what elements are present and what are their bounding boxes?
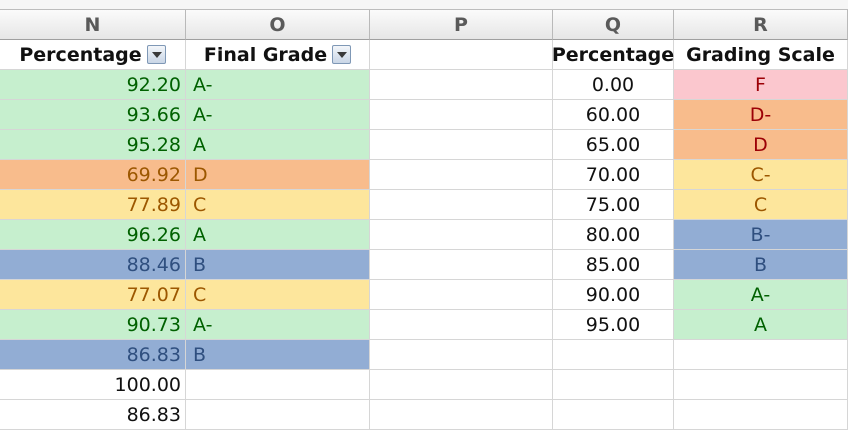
header-cell-scale-percentage[interactable]: Percentage (552, 40, 674, 70)
final-grade-cell[interactable]: D (186, 160, 370, 190)
percentage-cell[interactable]: 96.26 (0, 220, 186, 250)
column-header-n[interactable]: N (0, 10, 186, 40)
final-grade-cell[interactable] (186, 370, 370, 400)
final-grade-cell[interactable]: C (186, 280, 370, 310)
final-grade-cell[interactable]: A- (186, 310, 370, 340)
percentage-cell[interactable]: 77.89 (0, 190, 186, 220)
scale-percentage-cell[interactable]: 70.00 (553, 160, 674, 190)
empty-cell[interactable] (674, 340, 848, 370)
scale-grade-cell[interactable]: C (674, 190, 848, 220)
scale-percentage-cell[interactable]: 90.00 (553, 280, 674, 310)
final-grade-cell[interactable] (186, 400, 370, 430)
final-grade-cell[interactable]: A (186, 130, 370, 160)
scale-percentage-cell[interactable]: 85.00 (553, 250, 674, 280)
header-label: Percentage (19, 43, 142, 66)
empty-cell[interactable] (370, 70, 553, 100)
scale-grade-cell[interactable]: B- (674, 220, 848, 250)
empty-cell[interactable] (370, 220, 553, 250)
scale-percentage-cell[interactable]: 75.00 (553, 190, 674, 220)
empty-cell[interactable] (370, 250, 553, 280)
percentage-cell[interactable]: 95.28 (0, 130, 186, 160)
scale-percentage-cell[interactable]: 95.00 (553, 310, 674, 340)
empty-cell[interactable] (370, 310, 553, 340)
header-cell-final-grade[interactable]: Final Grade (186, 40, 370, 70)
header-cell-percentage[interactable]: Percentage (0, 40, 186, 70)
percentage-cell[interactable]: 100.00 (0, 370, 186, 400)
final-grade-cell[interactable]: A (186, 220, 370, 250)
scale-grade-cell[interactable]: D- (674, 100, 848, 130)
header-cell-grading-scale[interactable]: Grading Scale (674, 40, 848, 70)
percentage-cell[interactable]: 88.46 (0, 250, 186, 280)
final-grade-cell[interactable]: B (186, 340, 370, 370)
scale-grade-cell[interactable]: B (674, 250, 848, 280)
empty-cell[interactable] (370, 370, 553, 400)
final-grade-cell[interactable]: A- (186, 70, 370, 100)
column-header-o[interactable]: O (186, 10, 370, 40)
scale-grade-cell[interactable]: A (674, 310, 848, 340)
empty-cell[interactable] (553, 340, 674, 370)
empty-cell[interactable] (370, 280, 553, 310)
scale-grade-cell[interactable]: F (674, 70, 848, 100)
column-header-r[interactable]: R (674, 10, 848, 40)
final-grade-cell[interactable]: C (186, 190, 370, 220)
scale-grade-cell[interactable]: C- (674, 160, 848, 190)
percentage-cell[interactable]: 69.92 (0, 160, 186, 190)
empty-cell[interactable] (370, 190, 553, 220)
empty-cell[interactable] (674, 400, 848, 430)
scale-grade-cell[interactable]: D (674, 130, 848, 160)
filter-dropdown-icon[interactable] (146, 45, 166, 64)
empty-cell[interactable] (553, 400, 674, 430)
empty-cell[interactable] (674, 370, 848, 400)
header-label: Final Grade (203, 43, 328, 66)
percentage-cell[interactable]: 93.66 (0, 100, 186, 130)
percentage-cell[interactable]: 92.20 (0, 70, 186, 100)
column-header-q[interactable]: Q (553, 10, 674, 40)
column-header-p[interactable]: P (370, 10, 553, 40)
empty-cell[interactable] (370, 340, 553, 370)
percentage-cell[interactable]: 90.73 (0, 310, 186, 340)
empty-cell[interactable] (370, 40, 553, 70)
scale-percentage-cell[interactable]: 80.00 (553, 220, 674, 250)
final-grade-cell[interactable]: B (186, 250, 370, 280)
scale-percentage-cell[interactable]: 60.00 (553, 100, 674, 130)
filter-dropdown-icon[interactable] (332, 45, 352, 64)
empty-cell[interactable] (370, 130, 553, 160)
scale-percentage-cell[interactable]: 65.00 (553, 130, 674, 160)
percentage-cell[interactable]: 86.83 (0, 340, 186, 370)
scale-grade-cell[interactable]: A- (674, 280, 848, 310)
percentage-cell[interactable]: 86.83 (0, 400, 186, 430)
scale-percentage-cell[interactable]: 0.00 (553, 70, 674, 100)
empty-cell[interactable] (370, 400, 553, 430)
final-grade-cell[interactable]: A- (186, 100, 370, 130)
empty-cell[interactable] (553, 370, 674, 400)
toolbar-edge (0, 0, 848, 10)
empty-cell[interactable] (370, 160, 553, 190)
empty-cell[interactable] (370, 100, 553, 130)
percentage-cell[interactable]: 77.07 (0, 280, 186, 310)
